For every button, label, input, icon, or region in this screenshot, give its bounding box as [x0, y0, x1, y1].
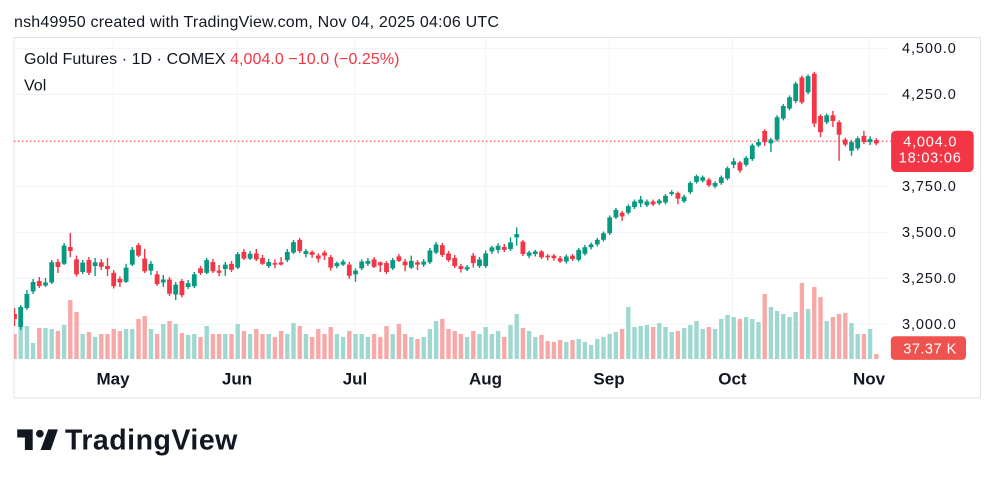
svg-text:4,250.0: 4,250.0: [902, 87, 957, 103]
svg-text:TradingView: TradingView: [65, 425, 238, 457]
svg-text:Sep: Sep: [593, 370, 624, 389]
svg-text:18:03:06: 18:03:06: [899, 151, 962, 167]
svg-text:4,500.0: 4,500.0: [902, 41, 957, 57]
svg-text:3,500.0: 3,500.0: [902, 225, 957, 241]
svg-text:Gold Futures · 1D · COMEX 4,00: Gold Futures · 1D · COMEX 4,004.0 −10.0 …: [24, 51, 400, 68]
svg-text:Nov: Nov: [853, 370, 886, 389]
svg-text:Vol: Vol: [24, 78, 46, 95]
svg-text:Jul: Jul: [343, 370, 368, 389]
svg-text:37.37 K: 37.37 K: [903, 341, 957, 357]
svg-text:Aug: Aug: [469, 370, 502, 389]
svg-text:4,004.0: 4,004.0: [903, 135, 957, 151]
svg-text:3,250.0: 3,250.0: [902, 271, 957, 287]
svg-text:3,750.0: 3,750.0: [902, 179, 957, 195]
svg-text:Jun: Jun: [222, 370, 252, 389]
svg-text:Oct: Oct: [718, 370, 747, 389]
svg-text:3,000.0: 3,000.0: [902, 317, 957, 333]
svg-text:May: May: [96, 370, 130, 389]
svg-text:nsh49950 created with TradingV: nsh49950 created with TradingView.com, N…: [14, 14, 499, 31]
